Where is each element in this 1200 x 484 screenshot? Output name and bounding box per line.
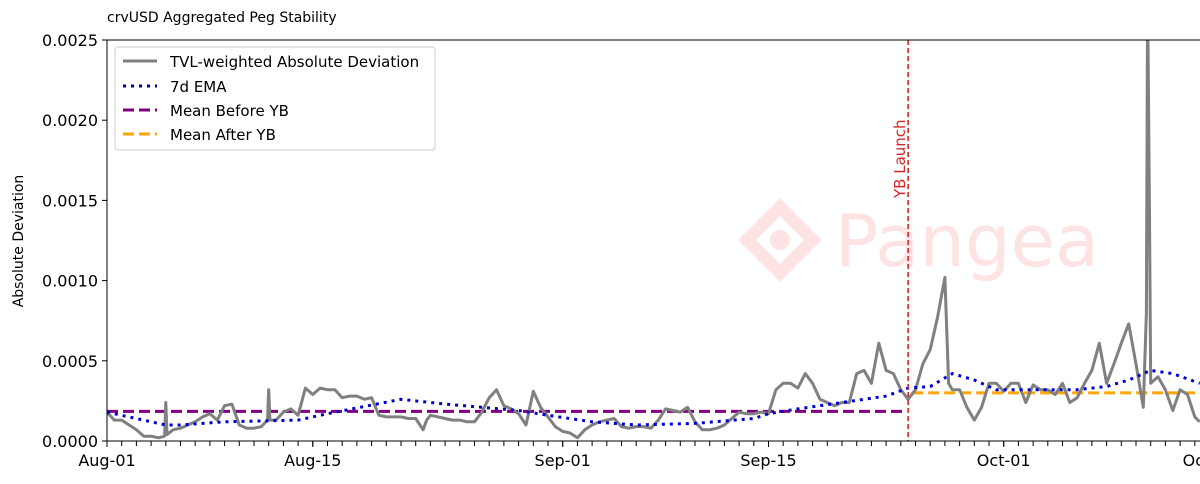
- x-tick-label: Oct-15: [1183, 451, 1200, 470]
- ema-series-line: [107, 368, 1200, 427]
- deviation-series-line: [107, 40, 1200, 440]
- x-tick-label: Sep-15: [740, 451, 796, 470]
- legend-label-mean-before: Mean Before YB: [170, 102, 289, 120]
- legend: TVL-weighted Absolute Deviation 7d EMA M…: [114, 46, 436, 151]
- legend-label-mean-after: Mean After YB: [170, 126, 276, 144]
- y-tick-label: 0.0015: [42, 191, 98, 210]
- watermark-text: Pangea: [835, 199, 1099, 283]
- y-tick-label: 0.0025: [42, 31, 98, 50]
- y-tick-label: 0.0005: [42, 352, 98, 371]
- y-axis-label: Absolute Deviation: [11, 175, 27, 308]
- legend-label-ema: 7d EMA: [170, 78, 227, 96]
- legend-label-deviation: TVL-weighted Absolute Deviation: [169, 53, 419, 71]
- yb-launch-label: YB Launch: [891, 119, 909, 199]
- x-tick-label: Aug-01: [78, 451, 135, 470]
- watermark: Pangea: [738, 198, 1099, 283]
- x-tick-label: Sep-01: [535, 451, 591, 470]
- x-tick-label: Aug-15: [284, 451, 341, 470]
- y-tick-label: 0.0020: [42, 111, 98, 130]
- y-tick-label: 0.0010: [42, 272, 98, 291]
- pangea-logo-icon: [738, 198, 822, 282]
- chart-title: crvUSD Aggregated Peg Stability: [107, 10, 337, 26]
- y-tick-label: 0.0000: [42, 432, 98, 451]
- x-tick-label: Oct-01: [977, 451, 1031, 470]
